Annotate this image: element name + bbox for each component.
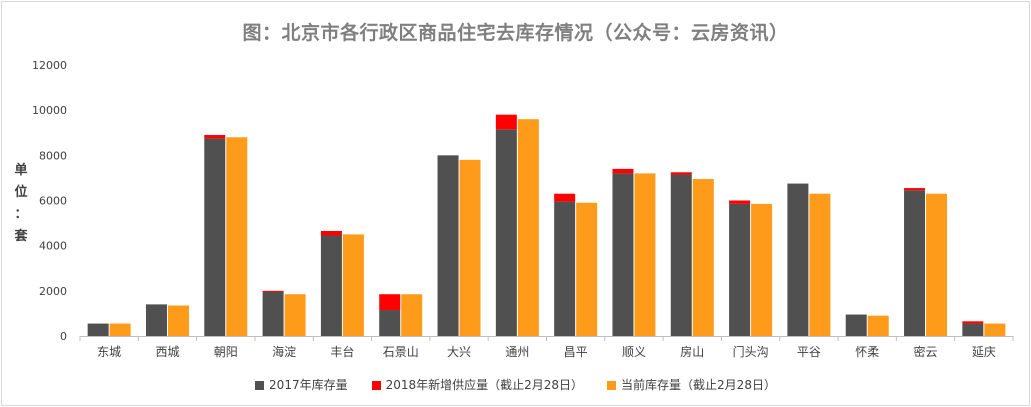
bar-current-inventory (809, 193, 831, 336)
x-tick-label: 西城 (155, 345, 179, 359)
bar-2018-new-supply (729, 200, 751, 204)
bar-2017-inventory (962, 323, 984, 336)
bar-2018-new-supply (379, 294, 401, 311)
legend-swatch (371, 381, 381, 390)
bar-current-inventory (342, 234, 364, 336)
bar-2018-new-supply (320, 230, 342, 236)
bar-current-inventory (459, 159, 481, 336)
chart-title: 图：北京市各行政区商品住宅去库存情况（公众号：云房资讯） (242, 22, 789, 44)
bar-current-inventory (167, 305, 189, 336)
legend-label: 当前库存量（截止2月28日） (621, 378, 776, 392)
bar-current-inventory (692, 179, 714, 336)
x-tick-label: 昌平 (564, 345, 588, 359)
bar-2017-inventory (379, 310, 401, 336)
x-tick-label: 石景山 (383, 345, 419, 359)
bar-2018-new-supply (204, 135, 226, 139)
x-tick-label: 丰台 (330, 344, 354, 359)
legend-item: 2018年新增供应量（截止2月28日） (371, 376, 584, 393)
y-axis-label: 单位：套 (14, 163, 28, 244)
y-tick-label: 12000 (32, 59, 67, 72)
legend-swatch (607, 381, 617, 390)
legend-swatch (255, 381, 265, 390)
bar-2018-new-supply (262, 290, 284, 292)
bar-2017-inventory (495, 129, 517, 336)
bar-current-inventory (867, 315, 889, 336)
y-tick-label: 8000 (39, 149, 67, 162)
bar-2017-inventory (554, 201, 576, 336)
bar-2017-inventory (145, 304, 167, 336)
bar-2017-inventory (729, 203, 751, 336)
bar-2017-inventory (320, 235, 342, 336)
legend-item: 2017年库存量 (255, 376, 348, 393)
y-tick-label: 6000 (39, 195, 67, 208)
x-tick-label: 东城 (97, 345, 121, 359)
x-tick-label: 延庆 (972, 345, 996, 359)
bar-2017-inventory (612, 173, 634, 336)
y-tick-label: 0 (60, 330, 67, 343)
y-tick-label: 2000 (39, 285, 67, 298)
x-tick-label: 门头沟 (733, 344, 769, 359)
bar-current-inventory (926, 193, 948, 336)
bar-2017-inventory (845, 314, 867, 336)
bar-current-inventory (984, 323, 1006, 336)
bar-current-inventory (284, 294, 306, 336)
x-tick-label: 海淀 (272, 344, 296, 359)
bar-2018-new-supply (495, 114, 517, 130)
x-tick-label: 怀柔 (855, 345, 879, 359)
x-tick-label: 顺义 (622, 345, 646, 359)
bar-2017-inventory (204, 138, 226, 336)
bar-2017-inventory (904, 190, 926, 336)
x-tick-label: 平谷 (797, 345, 821, 359)
bar-current-inventory (517, 119, 539, 336)
bar-current-inventory (576, 202, 598, 336)
bar-2017-inventory (670, 174, 692, 336)
y-tick-label: 4000 (39, 240, 67, 253)
x-tick-label: 房山 (680, 344, 704, 359)
bar-2017-inventory (437, 155, 459, 336)
bar-2018-new-supply (554, 193, 576, 202)
bar-current-inventory (634, 173, 656, 336)
x-tick-label: 通州 (505, 345, 529, 359)
bar-2018-new-supply (962, 321, 984, 324)
bar-current-inventory (401, 294, 423, 336)
legend-label: 2018年新增供应量（截止2月28日） (385, 378, 584, 392)
x-tick-label: 朝阳 (214, 345, 238, 359)
legend: 2017年库存量 2018年新增供应量（截止2月28日） 当前库存量（截止2月28日… (0, 376, 1031, 393)
legend-label: 2017年库存量 (269, 378, 348, 392)
bar-2018-new-supply (670, 172, 692, 175)
x-tick-label: 密云 (914, 344, 938, 359)
bar-current-inventory (109, 323, 131, 336)
bar-2017-inventory (262, 291, 284, 336)
x-tick-label: 大兴 (447, 345, 471, 359)
bar-current-inventory (226, 137, 248, 336)
bar-2017-inventory (87, 323, 109, 336)
bar-2018-new-supply (612, 168, 634, 174)
y-tick-label: 10000 (32, 104, 67, 117)
bar-current-inventory (751, 203, 773, 336)
bar-2017-inventory (787, 183, 809, 336)
bar-2018-new-supply (904, 188, 926, 191)
legend-item: 当前库存量（截止2月28日） (607, 376, 776, 393)
